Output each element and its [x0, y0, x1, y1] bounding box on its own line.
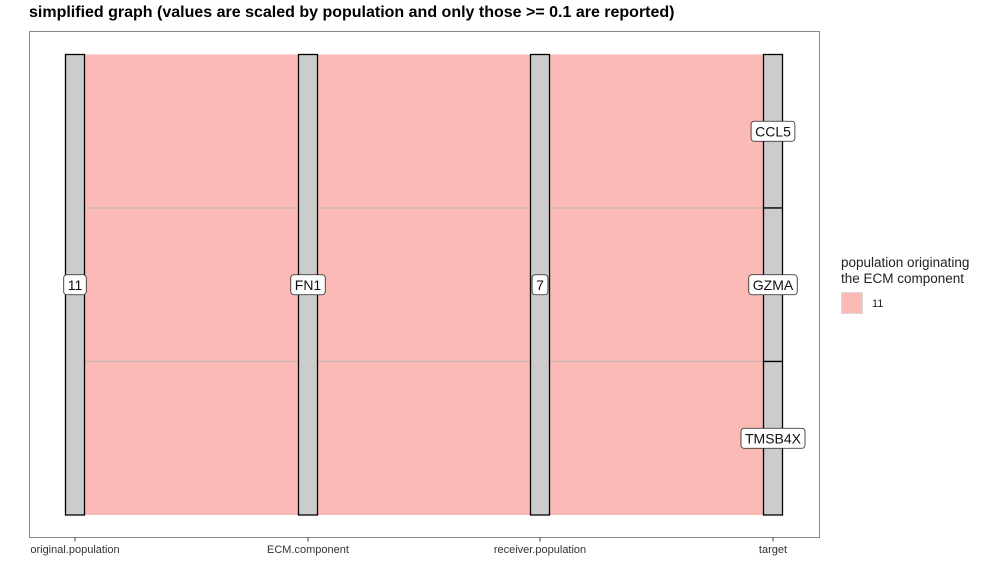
x-tick-label-target: target — [759, 544, 787, 556]
stratum-label-box — [750, 120, 796, 142]
stratum-label-box — [63, 274, 87, 296]
flow-2-segment-3 — [549, 208, 764, 362]
legend-title-line-2: the ECM component — [841, 271, 965, 286]
stratum-label-group-2-1: FN1 — [290, 274, 326, 296]
stratum-label-box — [740, 427, 806, 449]
flow-3-segment-2 — [317, 361, 531, 515]
x-tick-label-original-population: original.population — [30, 544, 119, 556]
stratum-label: 11 — [68, 277, 83, 293]
x-axis: original.population ECM.component receiver… — [30, 537, 787, 556]
stratum-label-group-1-1: 11 — [63, 274, 87, 296]
stratum-label: CCL5 — [755, 123, 791, 139]
x-tick-label-receiver-population: receiver.population — [494, 544, 586, 556]
flow-3-segment-1 — [84, 361, 299, 515]
legend-key-11 — [841, 292, 863, 314]
labels-layer: 11 FN1 7 CCL5 GZMA TMSB4X — [63, 120, 806, 449]
x-tick-label-ECM-component: ECM.component — [267, 544, 349, 556]
stratum-label-group-4-2: GZMA — [748, 274, 798, 296]
flow-2-segment-1 — [84, 208, 299, 362]
stratum-label: FN1 — [295, 277, 322, 293]
stratum-label-group-3-1: 7 — [531, 274, 549, 296]
stratum-label: 7 — [536, 277, 544, 293]
flow-1-segment-1 — [84, 54, 299, 208]
flow-1-segment-2 — [317, 54, 531, 208]
stratum-label-box — [531, 274, 549, 296]
chart-title: simplified graph (values are scaled by p… — [29, 4, 675, 21]
flow-2-segment-2 — [317, 208, 531, 362]
legend-title: population originating the ECM component — [841, 255, 991, 287]
flows-layer — [84, 54, 764, 515]
legend-title-line-1: population originating — [841, 255, 970, 270]
stratum-label-group-4-3: TMSB4X — [740, 427, 806, 449]
stratum-label-box — [290, 274, 326, 296]
stratum-label: TMSB4X — [745, 430, 802, 446]
legend-label-11: 11 — [872, 298, 884, 310]
flow-3-segment-3 — [549, 361, 764, 515]
stratum-label: GZMA — [753, 277, 794, 293]
stratum-label-group-4-1: CCL5 — [750, 120, 796, 142]
stratum-label-box — [748, 274, 798, 296]
flow-1-segment-3 — [549, 54, 764, 208]
